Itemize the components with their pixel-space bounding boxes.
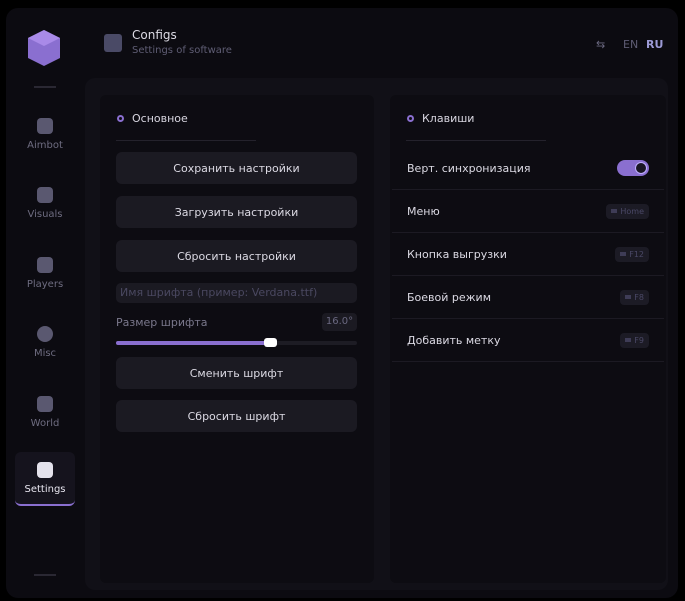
divider [406, 140, 546, 141]
logo-icon [28, 30, 60, 66]
keyboard-icon [625, 295, 632, 299]
font-size-label: Размер шрифта [116, 316, 208, 329]
list-icon [37, 461, 53, 478]
font-size-value: 16.0° [322, 313, 357, 331]
section-keys-title: Клавиши [407, 112, 474, 125]
load-settings-button[interactable]: Загрузить настройки [116, 196, 357, 228]
lang-en[interactable]: EN [623, 38, 639, 51]
reset-font-button[interactable]: Сбросить шрифт [116, 400, 357, 432]
sidebar-item-aimbot[interactable]: Aimbot [15, 107, 75, 161]
divider [116, 140, 256, 141]
sidebar-item-misc[interactable]: Misc [15, 315, 75, 369]
font-name-input[interactable]: Имя шрифта (пример: Verdana.ttf) [116, 283, 357, 303]
keybind-row: Кнопка выгрузки F12 [392, 233, 664, 276]
keyboard-icon [625, 338, 632, 342]
slider-fill [116, 341, 271, 345]
sidebar-item-players[interactable]: Players [15, 246, 75, 300]
section-main-title: Основное [117, 112, 188, 125]
sidebar-item-world[interactable]: World [15, 385, 75, 439]
keybind-button[interactable]: F12 [615, 246, 649, 262]
keybind-row: Добавить метку F9 [392, 319, 664, 362]
vsync-row: Верт. синхронизация [392, 147, 664, 190]
skull-icon [37, 117, 53, 134]
bullet-icon [117, 115, 124, 122]
sidebar-divider [34, 574, 56, 576]
keyboard-icon [611, 209, 618, 213]
misc-icon [37, 325, 53, 342]
keybind-button[interactable]: F8 [620, 289, 649, 305]
keybind-button[interactable]: F9 [620, 332, 649, 348]
keybind-row: Боевой режим F8 [392, 276, 664, 319]
keyboard-icon [620, 252, 627, 256]
keys-column [390, 95, 666, 583]
translate-icon: ⇆ [596, 38, 606, 51]
bullet-icon [407, 115, 414, 122]
vr-glasses-icon [37, 186, 53, 203]
keybind-button[interactable]: Home [606, 203, 649, 219]
sidebar-item-visuals[interactable]: Visuals [15, 176, 75, 230]
page-title: Configs [132, 28, 177, 42]
sidebar-divider [34, 86, 56, 88]
list-icon [104, 34, 122, 52]
lang-ru[interactable]: RU [646, 38, 664, 51]
font-size-slider[interactable] [116, 338, 357, 347]
reset-settings-button[interactable]: Сбросить настройки [116, 240, 357, 272]
vsync-toggle[interactable] [617, 160, 649, 176]
page-subtitle: Settings of software [132, 45, 232, 56]
sidebar-item-settings[interactable]: Settings [15, 452, 75, 506]
save-settings-button[interactable]: Сохранить настройки [116, 152, 357, 184]
players-icon [37, 256, 53, 273]
keybind-row: Меню Home [392, 190, 664, 233]
briefcase-icon [37, 395, 53, 412]
slider-handle[interactable] [264, 338, 278, 347]
change-font-button[interactable]: Сменить шрифт [116, 357, 357, 389]
